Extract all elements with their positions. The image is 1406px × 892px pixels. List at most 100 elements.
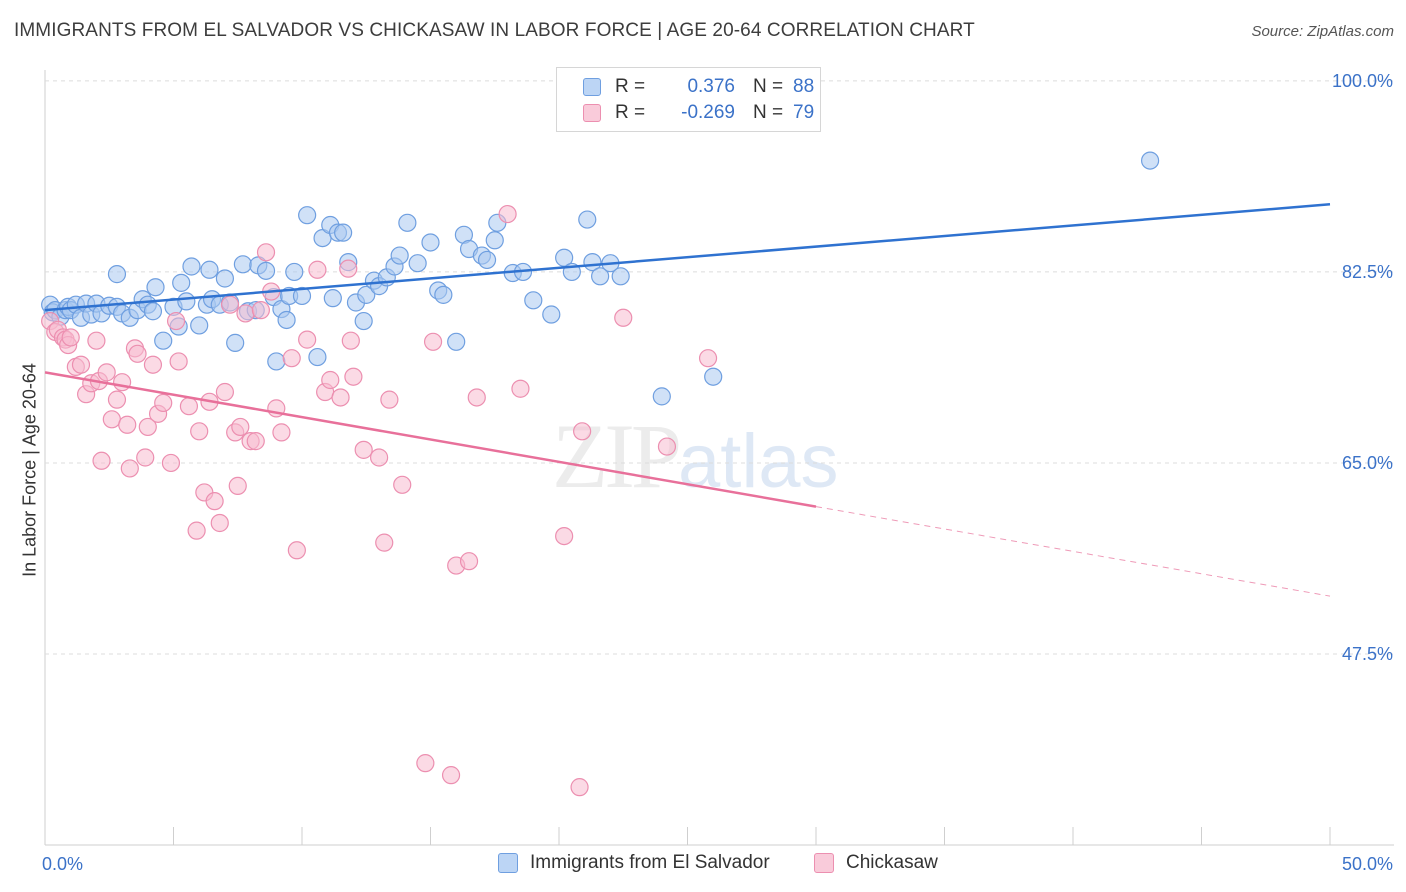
legend-row-chickasaw: R = -0.269 N = 79 (583, 101, 814, 125)
data-point-chickasaw (205, 492, 224, 511)
data-point-el-salvador (485, 231, 504, 250)
series-legend-swatch-pink (814, 853, 834, 873)
x-tick-label: 50.0% (1342, 854, 1393, 874)
legend-r-value: -0.269 (681, 102, 735, 123)
data-point-el-salvador (398, 213, 417, 232)
data-point-chickasaw (370, 448, 389, 467)
data-point-chickasaw (570, 778, 589, 797)
data-point-el-salvador (578, 210, 597, 229)
data-point-chickasaw (698, 349, 718, 368)
data-point-chickasaw (498, 204, 517, 224)
data-point-el-salvador (542, 305, 561, 324)
data-point-chickasaw (380, 390, 399, 409)
data-point-chickasaw (138, 417, 157, 437)
series-legend-swatch-blue (498, 853, 518, 873)
data-point-el-salvador (298, 206, 317, 225)
data-point-chickasaw (467, 388, 486, 407)
data-point-el-salvador (591, 267, 610, 286)
data-point-el-salvador (154, 331, 173, 350)
data-point-chickasaw (154, 393, 173, 413)
data-point-chickasaw (393, 475, 412, 494)
data-point-chickasaw (71, 355, 91, 374)
data-point-chickasaw (331, 388, 350, 407)
data-point-el-salvador (611, 267, 630, 286)
data-point-chickasaw (228, 476, 247, 495)
data-point-el-salvador (233, 255, 252, 274)
data-point-el-salvador (652, 387, 671, 406)
legend-n-label: N = (753, 76, 784, 97)
data-point-el-salvador (421, 233, 440, 252)
data-point-chickasaw (511, 379, 530, 398)
data-point-el-salvador (477, 250, 497, 270)
data-point-el-salvador (143, 302, 163, 321)
data-point-chickasaw (210, 513, 229, 533)
data-point-el-salvador (107, 265, 127, 284)
series-legend: Immigrants from El Salvador Chickasaw (0, 852, 1406, 878)
data-point-el-salvador (177, 292, 196, 311)
data-point-chickasaw (423, 332, 443, 351)
chart-title: IMMIGRANTS FROM EL SALVADOR VS CHICKASAW… (14, 20, 975, 41)
data-point-el-salvador (323, 289, 342, 308)
legend-swatch-pink (583, 104, 601, 122)
data-point-chickasaw (136, 448, 155, 467)
data-point-el-salvador (190, 316, 209, 335)
data-point-chickasaw (459, 552, 479, 571)
data-point-chickasaw (112, 373, 132, 392)
data-point-chickasaw (166, 311, 186, 331)
data-point-chickasaw (308, 260, 327, 279)
y-tick-label: 47.5% (1342, 644, 1393, 664)
data-point-chickasaw (143, 355, 163, 374)
data-point-chickasaw (614, 308, 633, 327)
series-legend-item-chickasaw[interactable]: Chickasaw (814, 852, 938, 874)
watermark-atlas: atlas (678, 419, 839, 504)
data-point-chickasaw (187, 521, 206, 540)
data-point-chickasaw (220, 295, 240, 314)
data-point-el-salvador (172, 273, 191, 292)
y-tick-label: 100.0% (1332, 71, 1393, 91)
data-point-chickasaw (251, 301, 270, 320)
data-point-chickasaw (246, 432, 265, 451)
data-point-el-salvador (267, 352, 286, 371)
data-point-el-salvador (146, 278, 165, 297)
data-point-el-salvador (434, 285, 453, 304)
data-point-chickasaw (87, 331, 106, 350)
data-point-chickasaw (128, 344, 147, 363)
data-point-el-salvador (256, 261, 276, 280)
data-point-chickasaw (354, 440, 373, 459)
trend-line-extension-chickasaw (815, 506, 1331, 597)
y-axis-label: In Labor Force | Age 20-64 (19, 363, 40, 577)
data-point-chickasaw (190, 422, 209, 441)
data-point-el-salvador (447, 332, 466, 351)
data-point-el-salvador (277, 310, 296, 330)
data-point-chickasaw (321, 370, 340, 390)
data-point-chickasaw (298, 330, 317, 349)
trend-line-el-salvador (44, 203, 1331, 312)
data-point-chickasaw (61, 328, 80, 347)
data-point-chickasaw (92, 451, 111, 470)
legend-n-label: N = (753, 102, 784, 123)
data-point-el-salvador (182, 257, 201, 276)
watermark: ZIPatlas (552, 403, 839, 509)
data-point-el-salvador (292, 286, 312, 306)
x-tick-label: 0.0% (42, 854, 83, 874)
series-legend-label: Chickasaw (846, 852, 938, 873)
legend-r-label: R = (615, 102, 646, 123)
data-point-chickasaw (179, 397, 199, 416)
series-legend-item-el-salvador[interactable]: Immigrants from El Salvador (498, 852, 770, 874)
source-label: Source: ZipAtlas.com (1251, 23, 1394, 40)
data-point-chickasaw (339, 259, 358, 278)
data-point-chickasaw (375, 533, 394, 552)
data-point-el-salvador (200, 260, 219, 279)
data-point-el-salvador (354, 311, 373, 331)
data-point-el-salvador (285, 262, 304, 282)
data-point-chickasaw (236, 304, 255, 323)
legend-n-value: 79 (793, 102, 815, 123)
data-point-chickasaw (161, 453, 181, 473)
trend-line-chickasaw (44, 371, 817, 508)
legend-swatch-blue (583, 78, 601, 96)
data-point-chickasaw (231, 417, 250, 437)
data-point-chickasaw (555, 526, 574, 546)
data-point-el-salvador (390, 246, 409, 265)
data-point-chickasaw (287, 541, 306, 560)
